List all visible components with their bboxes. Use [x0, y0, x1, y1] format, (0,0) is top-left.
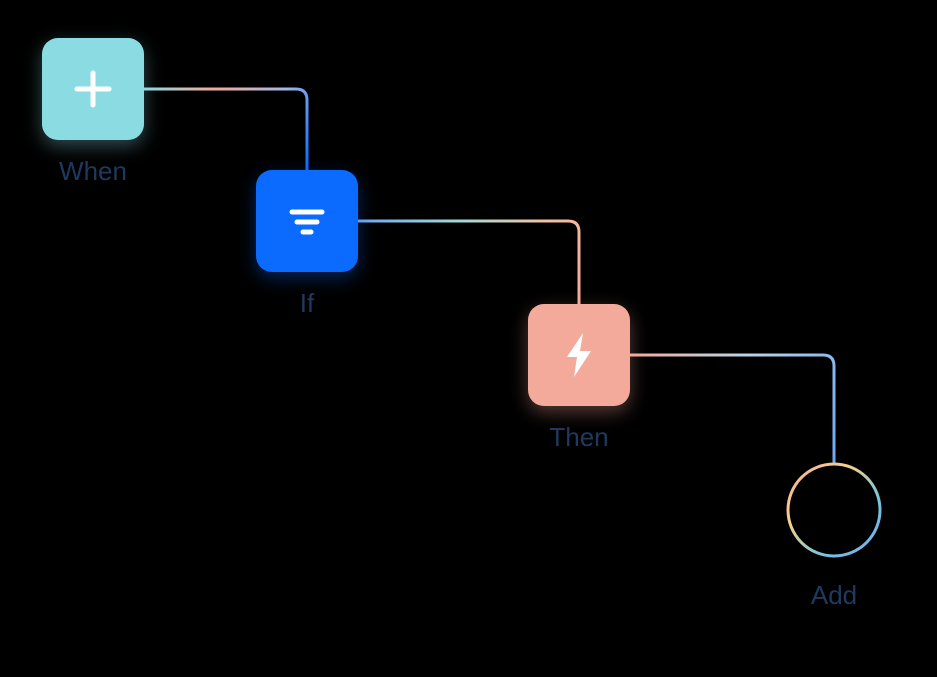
lightning-icon: [557, 329, 601, 381]
node-add-circle: [786, 462, 882, 558]
node-add[interactable]: Add: [786, 462, 882, 611]
plus-icon: [69, 65, 117, 113]
node-when-box: [42, 38, 144, 140]
connector-then-add: [630, 355, 834, 462]
add-circle-icon: [786, 462, 882, 558]
node-then-label: Then: [549, 422, 608, 453]
workflow-canvas: When If Then Add: [0, 0, 937, 677]
node-then-box: [528, 304, 630, 406]
node-when[interactable]: When: [42, 38, 144, 187]
node-then[interactable]: Then: [528, 304, 630, 453]
connector-if-then: [358, 221, 579, 304]
filter-icon: [284, 198, 330, 244]
node-if-label: If: [300, 288, 314, 319]
node-if-box: [256, 170, 358, 272]
node-add-label: Add: [811, 580, 857, 611]
node-when-label: When: [59, 156, 127, 187]
node-if[interactable]: If: [256, 170, 358, 319]
connector-when-if: [144, 89, 307, 170]
